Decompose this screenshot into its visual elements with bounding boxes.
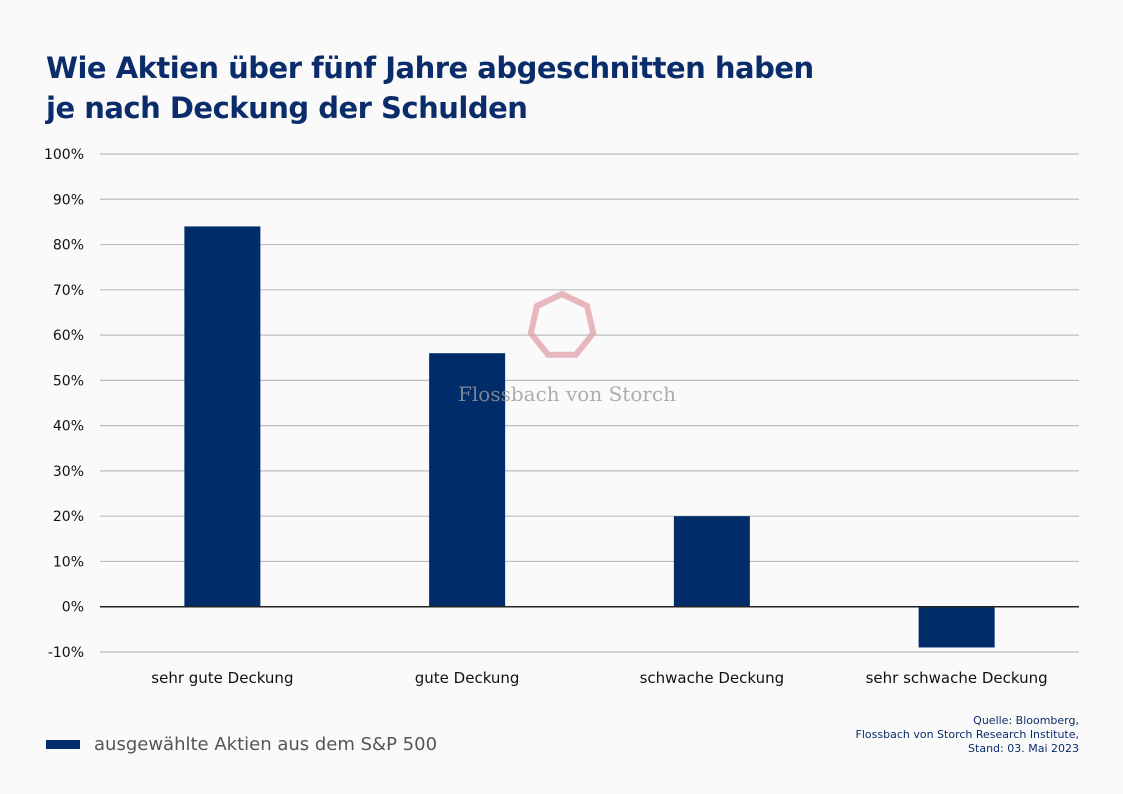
bar — [673, 516, 750, 607]
y-tick-label: 0% — [62, 600, 84, 616]
source-line-1: Quelle: Bloomberg, — [973, 714, 1079, 727]
y-tick-label: 20% — [53, 509, 84, 525]
bar — [429, 353, 506, 607]
x-category-label: sehr gute Deckung — [151, 669, 293, 687]
y-tick-label: 90% — [53, 192, 84, 208]
source-line-2: Flossbach von Storch Research Institute, — [855, 728, 1079, 741]
watermark-logo-icon — [527, 290, 597, 358]
y-tick-label: 40% — [53, 419, 84, 435]
x-category-label: sehr schwache Deckung — [866, 669, 1048, 687]
title-line-2: je nach Deckung der Schulden — [46, 91, 528, 125]
legend-swatch — [46, 740, 80, 749]
bar — [184, 226, 261, 607]
x-category-label: gute Deckung — [415, 669, 520, 687]
legend-label: ausgewählte Aktien aus dem S&P 500 — [94, 734, 438, 755]
bar — [918, 606, 995, 648]
y-tick-label: 10% — [53, 554, 84, 570]
chart-title: Wie Aktien über fünf Jahre abgeschnitten… — [46, 48, 814, 128]
y-tick-label: 80% — [53, 238, 84, 254]
y-tick-label: 100% — [44, 147, 84, 163]
x-category-label: schwache Deckung — [640, 669, 785, 687]
y-tick-label: 60% — [53, 328, 84, 344]
watermark-text: Flossbach von Storch — [458, 382, 677, 406]
source-note: Quelle: Bloomberg, Flossbach von Storch … — [856, 714, 1079, 756]
legend: ausgewählte Aktien aus dem S&P 500 — [46, 734, 437, 755]
y-tick-label: 30% — [53, 464, 84, 480]
y-tick-label: 50% — [53, 373, 84, 389]
y-tick-label: -10% — [48, 645, 84, 661]
y-tick-label: 70% — [53, 283, 84, 299]
title-line-1: Wie Aktien über fünf Jahre abgeschnitten… — [46, 51, 814, 85]
source-line-3: Stand: 03. Mai 2023 — [968, 742, 1079, 755]
